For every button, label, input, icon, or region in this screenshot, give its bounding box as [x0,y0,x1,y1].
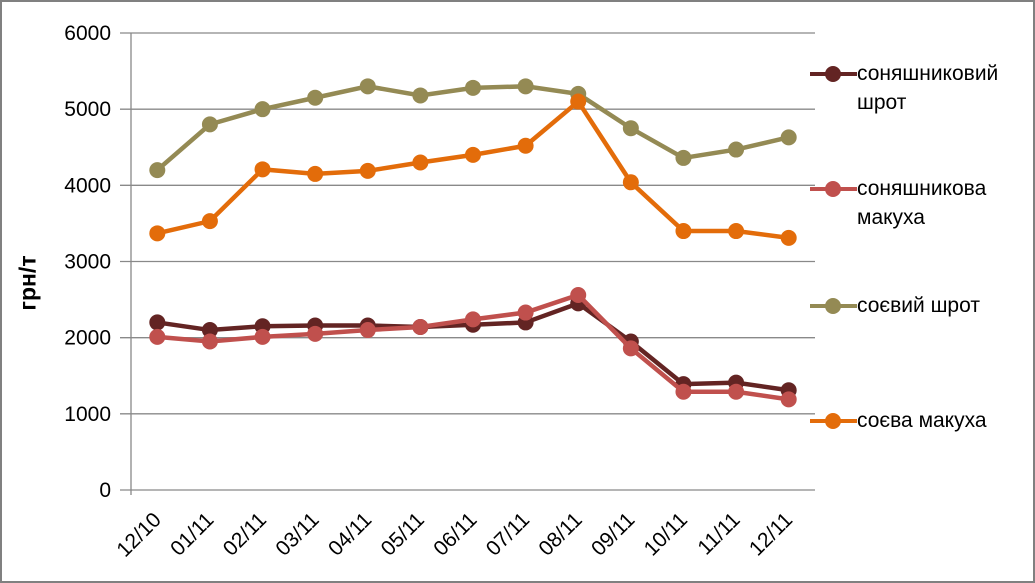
data-point-s1-09/11 [622,340,639,357]
legend-line-marker-icon [810,174,857,203]
data-point-s2-12/10 [149,162,166,179]
x-tick-label: 04/11 [324,508,376,560]
data-point-s2-01/11 [201,116,218,133]
x-tick-label: 01/11 [166,508,218,560]
data-point-s3-07/11 [517,137,534,154]
data-point-s1-10/11 [675,383,692,400]
data-point-s3-04/11 [359,162,376,179]
data-point-s1-07/11 [517,304,534,321]
data-point-s3-09/11 [622,174,639,191]
data-point-s1-04/11 [359,322,376,339]
x-tick-label: 12/11 [745,508,797,560]
data-point-s1-12/10 [149,328,166,345]
x-tick-label: 12/10 [112,508,165,561]
data-point-s1-11/11 [728,383,745,400]
legend-label: соєвий шрот [857,294,980,317]
data-point-s3-12/11 [780,229,797,246]
series-line-3 [156,98,789,241]
legend-item-soy-cake: соєва макуха [810,406,1033,435]
data-point-s3-02/11 [254,161,271,178]
y-tick-label: 4000 [64,174,111,197]
data-point-s1-08/11 [570,287,587,304]
data-point-s2-07/11 [517,78,534,95]
y-axis-title: грн/т [14,255,41,311]
legend-line-marker-icon [810,59,857,88]
x-tick-label: 11/11 [693,508,744,559]
y-tick-label: 2000 [64,327,111,350]
data-point-s3-10/11 [675,223,692,240]
x-tick-label: 05/11 [377,508,429,560]
legend-label: соєва макуха [857,409,987,432]
x-tick-label: 02/11 [219,508,271,560]
data-point-s3-06/11 [465,146,481,163]
data-point-s1-12/11 [780,391,797,408]
data-point-s2-02/11 [254,101,271,118]
data-point-s1-05/11 [412,319,429,336]
data-point-s2-05/11 [412,87,429,104]
data-point-s1-06/11 [465,311,481,328]
data-point-s1-02/11 [254,328,271,345]
data-point-s3-05/11 [412,154,429,171]
y-tick-label: 3000 [64,251,111,274]
data-point-s2-04/11 [359,78,376,95]
legend-item-sunflower-meal: соняшниковий шрот [810,59,1033,117]
data-point-s2-10/11 [675,149,692,166]
data-point-s1-01/11 [201,333,218,350]
data-point-s3-11/11 [728,223,745,240]
data-point-s1-03/11 [307,325,324,342]
data-point-s2-12/11 [780,129,797,146]
x-tick-label: 06/11 [429,508,481,560]
legend-line-marker-icon [810,406,857,435]
data-point-s2-11/11 [728,141,745,158]
data-point-s3-01/11 [201,213,218,230]
x-tick-label: 09/11 [587,508,639,560]
legend-line-marker-icon [810,291,857,320]
x-tick-label: 08/11 [534,508,586,560]
data-point-s3-12/10 [149,225,166,242]
x-tick-label: 07/11 [482,508,534,560]
y-tick-label: 0 [99,479,111,502]
data-point-s3-03/11 [307,165,324,182]
y-tick-label: 1000 [64,403,111,426]
legend-item-sunflower-cake: соняшникова макуха [810,174,1033,232]
data-point-s2-09/11 [622,120,639,137]
data-point-s0-01/11 [201,322,218,339]
x-tick-label: 03/11 [271,508,323,560]
y-tick-label: 5000 [64,98,111,121]
legend-item-soy-meal: соєвий шрот [810,291,1033,320]
legend-label: соняшниковий шрот [857,62,999,114]
x-tick-label: 10/11 [640,508,692,560]
data-point-s3-08/11 [570,93,587,110]
data-point-s2-03/11 [307,89,324,106]
data-point-s2-06/11 [465,79,481,96]
legend-label: соняшникова макуха [857,177,987,229]
y-tick-label: 6000 [64,22,111,45]
data-point-s0-12/10 [149,314,166,331]
